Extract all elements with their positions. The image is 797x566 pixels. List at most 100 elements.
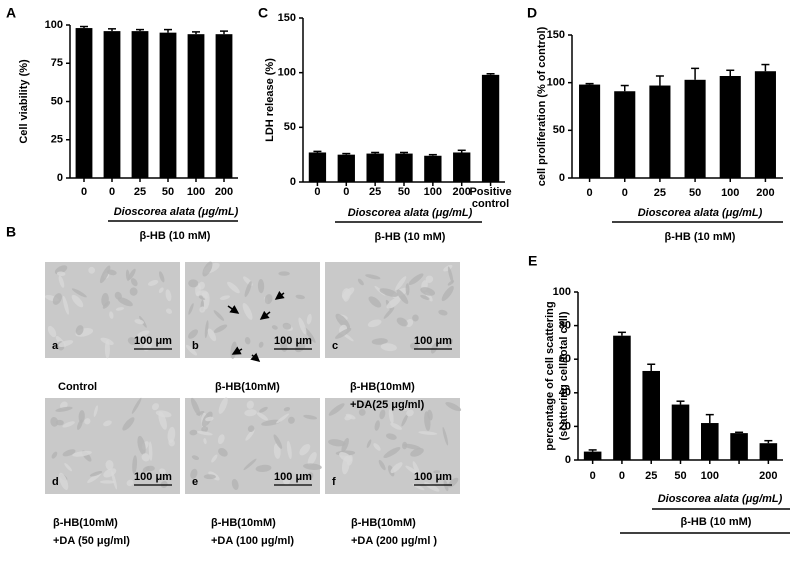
image-caption: +DA (200 μg/ml ) [351,535,437,547]
error-bar [313,150,322,153]
image-tag: e [192,476,198,488]
cell [388,408,394,424]
cell [62,449,76,457]
x-tick-label-box: 50 [397,186,411,198]
y-tick-label: 20 [559,420,571,432]
cell [357,278,364,286]
cell [303,463,322,471]
cell [205,416,214,422]
error-bar [220,30,228,35]
x-tick-label-box: 0 [587,187,593,199]
error-bar [486,73,495,75]
y-tick-label: 100 [45,19,63,31]
cell [231,478,239,490]
x-tick-label: 200 [756,187,775,199]
error-bar [761,63,770,72]
image-caption: +DA(25 μg/ml) [350,399,425,411]
cell [190,468,198,479]
cell [105,459,114,470]
cell [213,324,228,333]
y-tick-label: 0 [290,176,296,188]
scale-label: 100 μm [134,335,172,347]
cell [383,447,401,459]
cell [217,434,225,445]
group-label: β-HB (10 mM) [681,516,752,528]
image-caption: β-HB(10mM) [211,517,276,529]
error-bar [764,439,773,444]
cell [159,468,166,475]
bar [684,79,706,178]
group-label: Dioscorea alata (μg/mL) [638,207,763,219]
y-tick-label: 100 [547,77,565,89]
cell [51,451,58,459]
cell [58,275,65,288]
cell [358,408,366,416]
panel-letter: D [527,5,537,21]
cell [365,274,381,280]
cell [55,406,73,412]
x-tick-label-box: 50 [162,186,174,198]
cell [165,289,172,302]
y-tick-label: 80 [559,320,571,332]
error-bar [371,151,380,154]
cell [307,452,317,466]
cell [167,426,176,443]
bar [759,443,778,460]
cell [127,337,137,345]
cell [130,278,138,287]
x-tick-label: 50 [397,186,411,198]
cell [367,319,382,328]
cell [203,438,207,445]
cell [122,417,135,431]
image-caption: β-HB(10mM) [351,517,416,529]
cell [282,477,291,485]
x-tick-label-box: Positive control [469,186,511,210]
cell [158,287,164,293]
cell [430,342,438,354]
cell [132,455,138,475]
x-tick-label: 100 [423,186,443,198]
cell [379,409,386,420]
cell [258,341,264,348]
bar [701,423,719,460]
x-tick-label: 200 [452,186,471,198]
cell [304,327,316,343]
scale-label: 100 μm [414,471,452,483]
cell [211,454,218,463]
image-caption: +DA (100 μg/ml) [211,535,294,547]
error-bar [620,84,629,92]
x-tick-label: 25 [645,470,658,482]
x-tick-label-box: 200 [759,470,777,482]
cell [273,434,283,449]
cell [190,397,201,417]
cell [371,338,388,345]
cell [255,464,272,473]
cell [380,343,397,352]
y-tick-label: 100 [553,286,571,298]
cell [71,288,87,298]
cell [335,328,352,339]
cell [306,313,312,325]
error-bar [655,75,664,86]
cell [50,416,59,427]
y-axis-label: LDH release (%) [264,58,276,142]
image-tag: b [192,340,199,352]
cell [390,422,402,430]
cell [88,266,96,274]
bar [424,155,442,182]
cell [141,453,150,462]
cell [246,400,254,409]
cell [158,271,165,283]
x-tick-label: 100 [186,186,206,198]
cell [247,425,255,433]
cell [278,271,290,276]
cell [55,419,64,426]
bar [579,84,601,178]
cell [412,314,419,322]
x-tick-label: 25 [653,187,667,199]
cell [71,294,84,308]
cell [188,329,199,339]
bar [103,31,121,179]
